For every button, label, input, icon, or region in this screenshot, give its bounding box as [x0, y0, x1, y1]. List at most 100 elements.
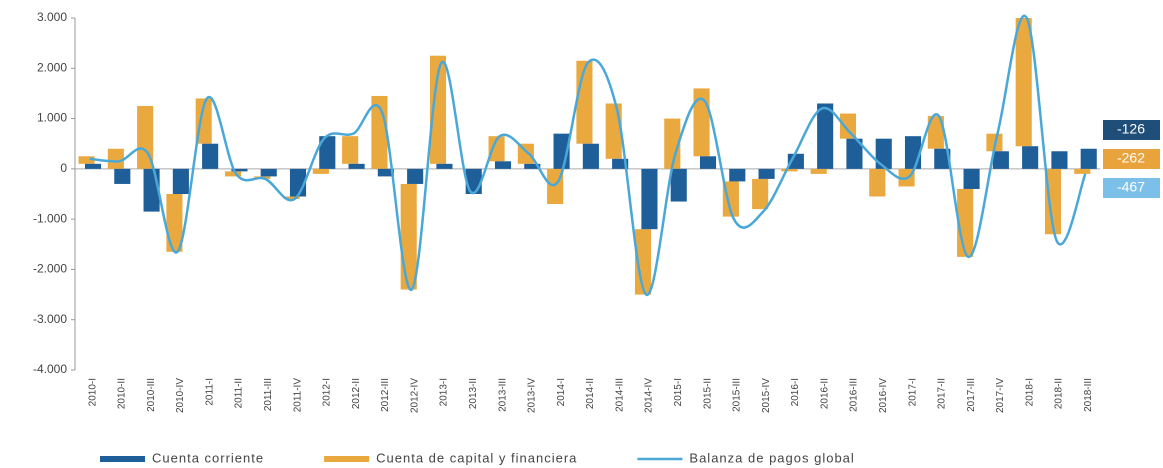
- x-tick-label: 2014-I: [556, 378, 567, 406]
- x-tick-label: 2010-I: [87, 378, 98, 406]
- x-tick-label: 2014-IV: [644, 378, 655, 413]
- bar: [817, 103, 834, 169]
- bar: [429, 55, 447, 164]
- bar: [114, 168, 131, 184]
- bar: [963, 168, 980, 189]
- legend-label: Cuenta corriente: [152, 450, 264, 465]
- y-tick-label: 1.000: [37, 111, 67, 125]
- bar: [166, 194, 183, 252]
- bar: [260, 168, 277, 177]
- bar: [1080, 148, 1097, 169]
- x-tick-label: 2016-III: [849, 378, 860, 412]
- bar: [524, 163, 541, 169]
- bar: [992, 151, 1009, 169]
- bar: [664, 118, 681, 169]
- x-tick-label: 2010-IV: [175, 378, 186, 413]
- bar: [781, 168, 798, 172]
- x-tick-label: 2013-III: [497, 378, 508, 412]
- x-tick-label: 2012-IV: [409, 378, 420, 413]
- bar: [1015, 18, 1032, 147]
- bar: [319, 136, 336, 169]
- x-tick-label: 2017-II: [937, 378, 948, 409]
- bar: [839, 113, 857, 139]
- bar: [78, 156, 95, 164]
- x-tick-label: 2014-II: [585, 378, 596, 409]
- bar: [699, 156, 717, 169]
- bar: [224, 171, 242, 177]
- x-tick-label: 2017-IV: [995, 378, 1006, 413]
- x-tick-label: 2014-III: [614, 378, 625, 412]
- x-tick-label: 2016-II: [819, 378, 830, 409]
- bar: [605, 103, 622, 159]
- bar: [488, 136, 505, 162]
- bar: [348, 163, 365, 169]
- x-tick-label: 2011-I: [204, 378, 215, 406]
- x-tick-label: 2018-I: [1024, 378, 1035, 406]
- bar: [927, 116, 944, 149]
- bar: [407, 168, 424, 184]
- y-tick-label: 0: [60, 161, 67, 175]
- x-tick-label: 2015-I: [673, 378, 684, 406]
- bar: [400, 183, 417, 290]
- y-tick-label: -2.000: [33, 262, 67, 276]
- bar: [1022, 146, 1039, 169]
- bar: [641, 168, 658, 230]
- annotation-box: [1103, 178, 1160, 198]
- bar: [172, 168, 189, 194]
- legend-label: Balanza de pagos global: [689, 450, 854, 465]
- x-tick-label: 2011-III: [263, 378, 274, 411]
- y-tick-label: -1.000: [33, 211, 67, 225]
- annotation-box: [1103, 149, 1160, 169]
- x-tick-label: 2015-III: [732, 378, 743, 412]
- bar: [729, 168, 746, 182]
- bar: [202, 143, 219, 169]
- x-tick-label: 2015-II: [702, 378, 713, 409]
- legend-label: Cuenta de capital y financiera: [376, 450, 577, 465]
- bar: [634, 229, 652, 295]
- legend-swatch: [100, 456, 145, 462]
- bar: [869, 168, 886, 197]
- bar: [231, 168, 248, 172]
- bar: [1074, 168, 1091, 174]
- bar: [810, 168, 827, 174]
- bar: [377, 168, 394, 177]
- x-tick-label: 2011-II: [234, 378, 245, 408]
- x-tick-label: 2011-IV: [292, 378, 303, 413]
- bar: [670, 168, 687, 202]
- bar: [612, 158, 629, 169]
- bar: [436, 163, 453, 169]
- x-tick-label: 2018-II: [1054, 378, 1065, 409]
- x-tick-label: 2012-I: [322, 378, 333, 406]
- bar: [693, 88, 710, 157]
- x-tick-label: 2010-II: [117, 378, 128, 409]
- bar: [107, 148, 124, 169]
- bar: [84, 163, 102, 169]
- y-tick-label: 2.000: [37, 60, 67, 74]
- line: [89, 14, 1087, 296]
- x-tick-label: 2016-IV: [878, 378, 889, 413]
- bar: [494, 161, 512, 169]
- bar: [582, 143, 599, 169]
- bar: [752, 178, 769, 210]
- annotation: -262: [1117, 150, 1145, 166]
- annotation-box: [1103, 120, 1160, 140]
- bar: [312, 168, 329, 174]
- x-tick-label: 2017-I: [907, 378, 918, 406]
- x-tick-label: 2017-III: [966, 378, 977, 412]
- x-tick-label: 2013-I: [439, 378, 450, 406]
- bar: [1051, 151, 1068, 169]
- x-tick-label: 2016-I: [790, 378, 801, 406]
- x-tick-label: 2012-II: [351, 378, 362, 409]
- y-tick-label: 3.000: [37, 10, 67, 24]
- x-tick-label: 2013-IV: [527, 378, 538, 413]
- legend-swatch: [324, 456, 370, 462]
- bar: [758, 168, 775, 179]
- bar: [342, 136, 359, 164]
- y-tick-label: -3.000: [33, 312, 67, 326]
- x-tick-label: 2018-III: [1083, 378, 1094, 412]
- y-tick-label: -4.000: [33, 362, 67, 376]
- bar: [934, 148, 951, 169]
- bar: [1044, 168, 1062, 235]
- annotation: -126: [1117, 121, 1145, 137]
